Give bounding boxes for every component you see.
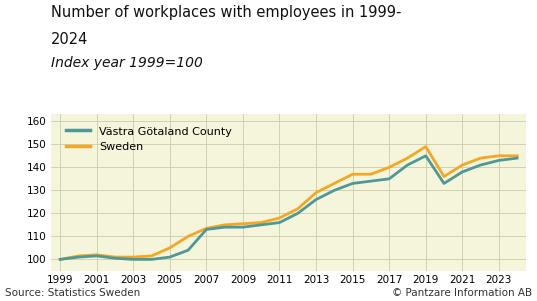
Text: Index year 1999=100: Index year 1999=100 [51,56,203,70]
Text: Source: Statistics Sweden: Source: Statistics Sweden [5,288,141,298]
Text: 2024: 2024 [51,32,89,47]
Legend: Västra Götaland County, Sweden: Västra Götaland County, Sweden [61,122,236,157]
Text: © Pantzare Information AB: © Pantzare Information AB [391,288,532,298]
Text: Number of workplaces with employees in 1999-: Number of workplaces with employees in 1… [51,5,401,20]
